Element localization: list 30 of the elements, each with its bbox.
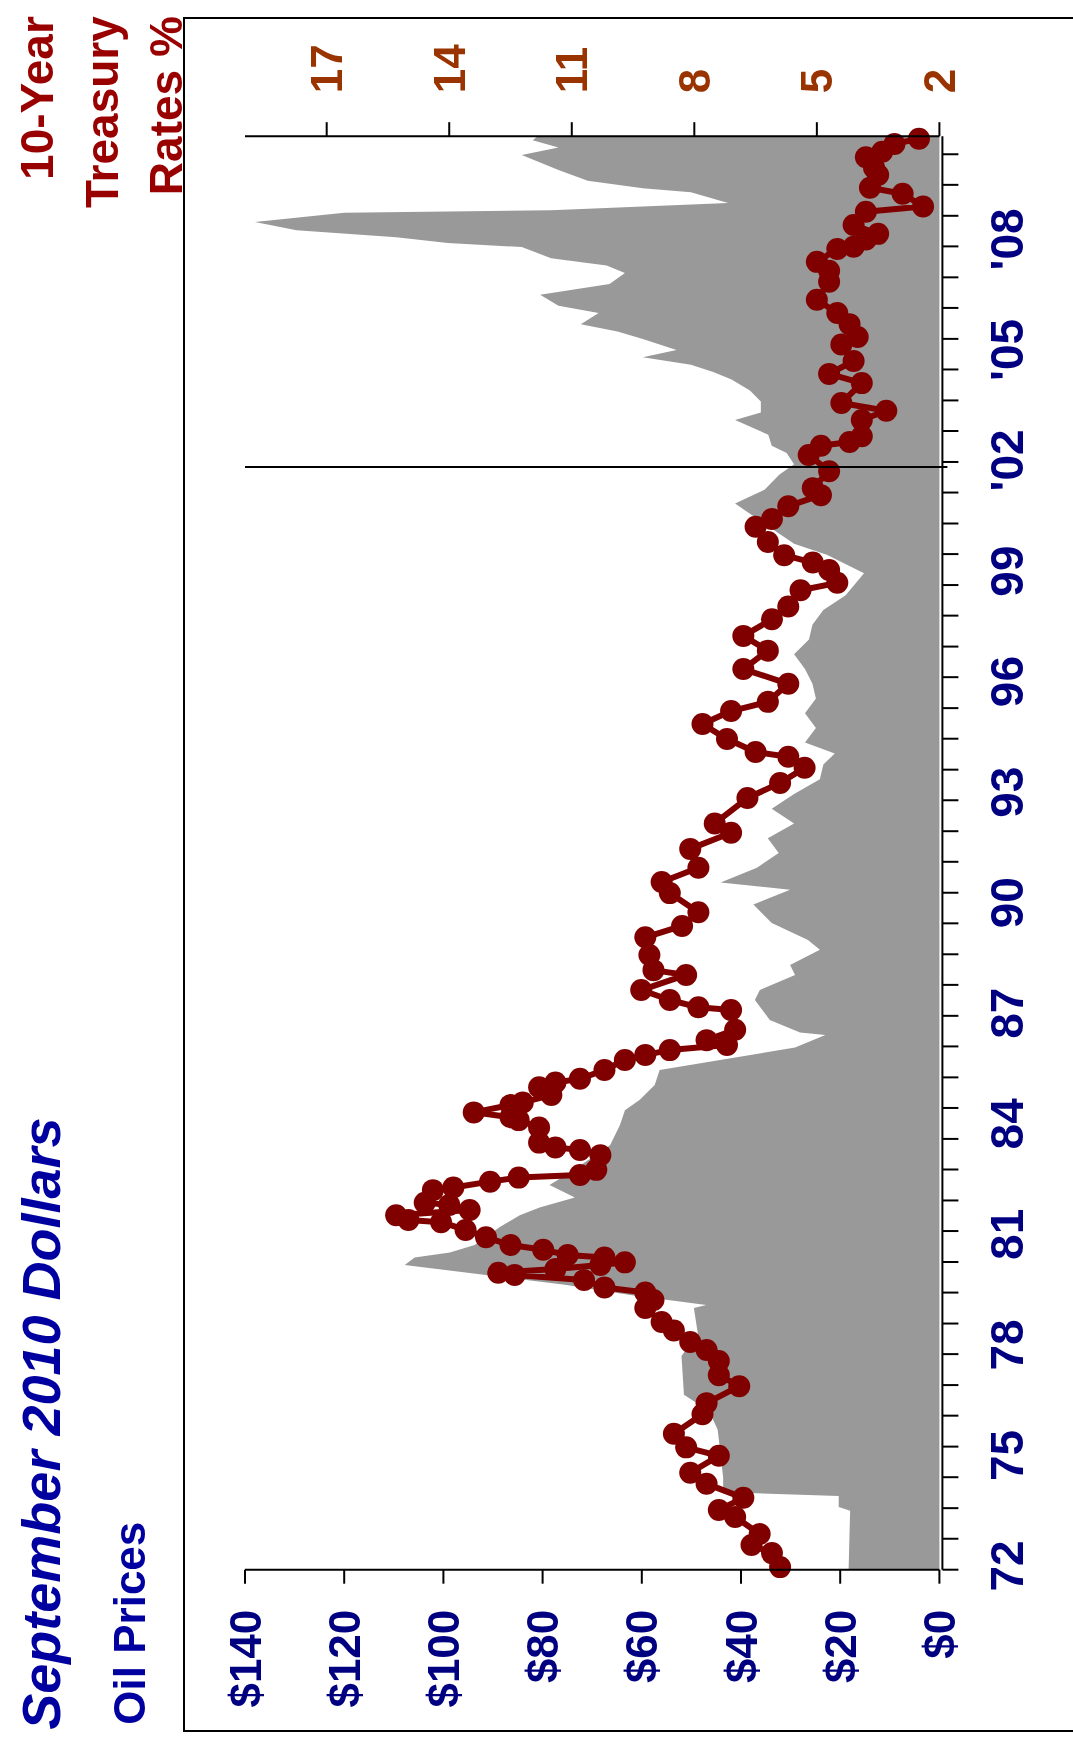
y-tick-label: 84 — [981, 1097, 1034, 1150]
x-tick-label: $60 — [617, 1609, 667, 1684]
x2-tick-label: 5 — [792, 68, 842, 94]
y-tick-label: '08 — [981, 208, 1034, 271]
y-tick-label: 78 — [981, 1319, 1034, 1371]
x-tick-label: $100 — [418, 1609, 468, 1708]
x-tick-label: $40 — [716, 1609, 766, 1684]
x-tick-label: $120 — [319, 1609, 369, 1708]
x-tick-label: $0 — [914, 1609, 964, 1659]
x2-tick-label: 14 — [424, 43, 474, 94]
y-tick-label: 81 — [981, 1208, 1034, 1260]
y-tick-label: 90 — [981, 877, 1034, 929]
text: September 2010 Dollars — [11, 1117, 71, 1730]
x-tick-label: $20 — [815, 1609, 865, 1684]
x2-tick-label: 11 — [547, 46, 597, 94]
x2-tick-label: 2 — [914, 68, 964, 94]
y-tick-label: 72 — [981, 1540, 1034, 1592]
y-tick-label: 75 — [981, 1429, 1034, 1482]
y-tick-label: 93 — [981, 766, 1034, 818]
x2-tick-label: 8 — [669, 68, 719, 94]
text: Oil Prices — [105, 1521, 154, 1725]
y-tick-label: '02 — [981, 429, 1034, 492]
y-tick-label: 87 — [981, 987, 1034, 1039]
x-tick-label: $80 — [518, 1609, 568, 1684]
y-tick-label: 96 — [981, 656, 1034, 708]
x-tick-label: $140 — [220, 1609, 270, 1708]
y-tick-label: 99 — [981, 545, 1034, 597]
x2-tick-label: 17 — [302, 44, 352, 94]
y-tick-label: '05 — [981, 318, 1034, 381]
x2-axis-title: 10-Year Treasury Rates % — [11, 15, 192, 208]
